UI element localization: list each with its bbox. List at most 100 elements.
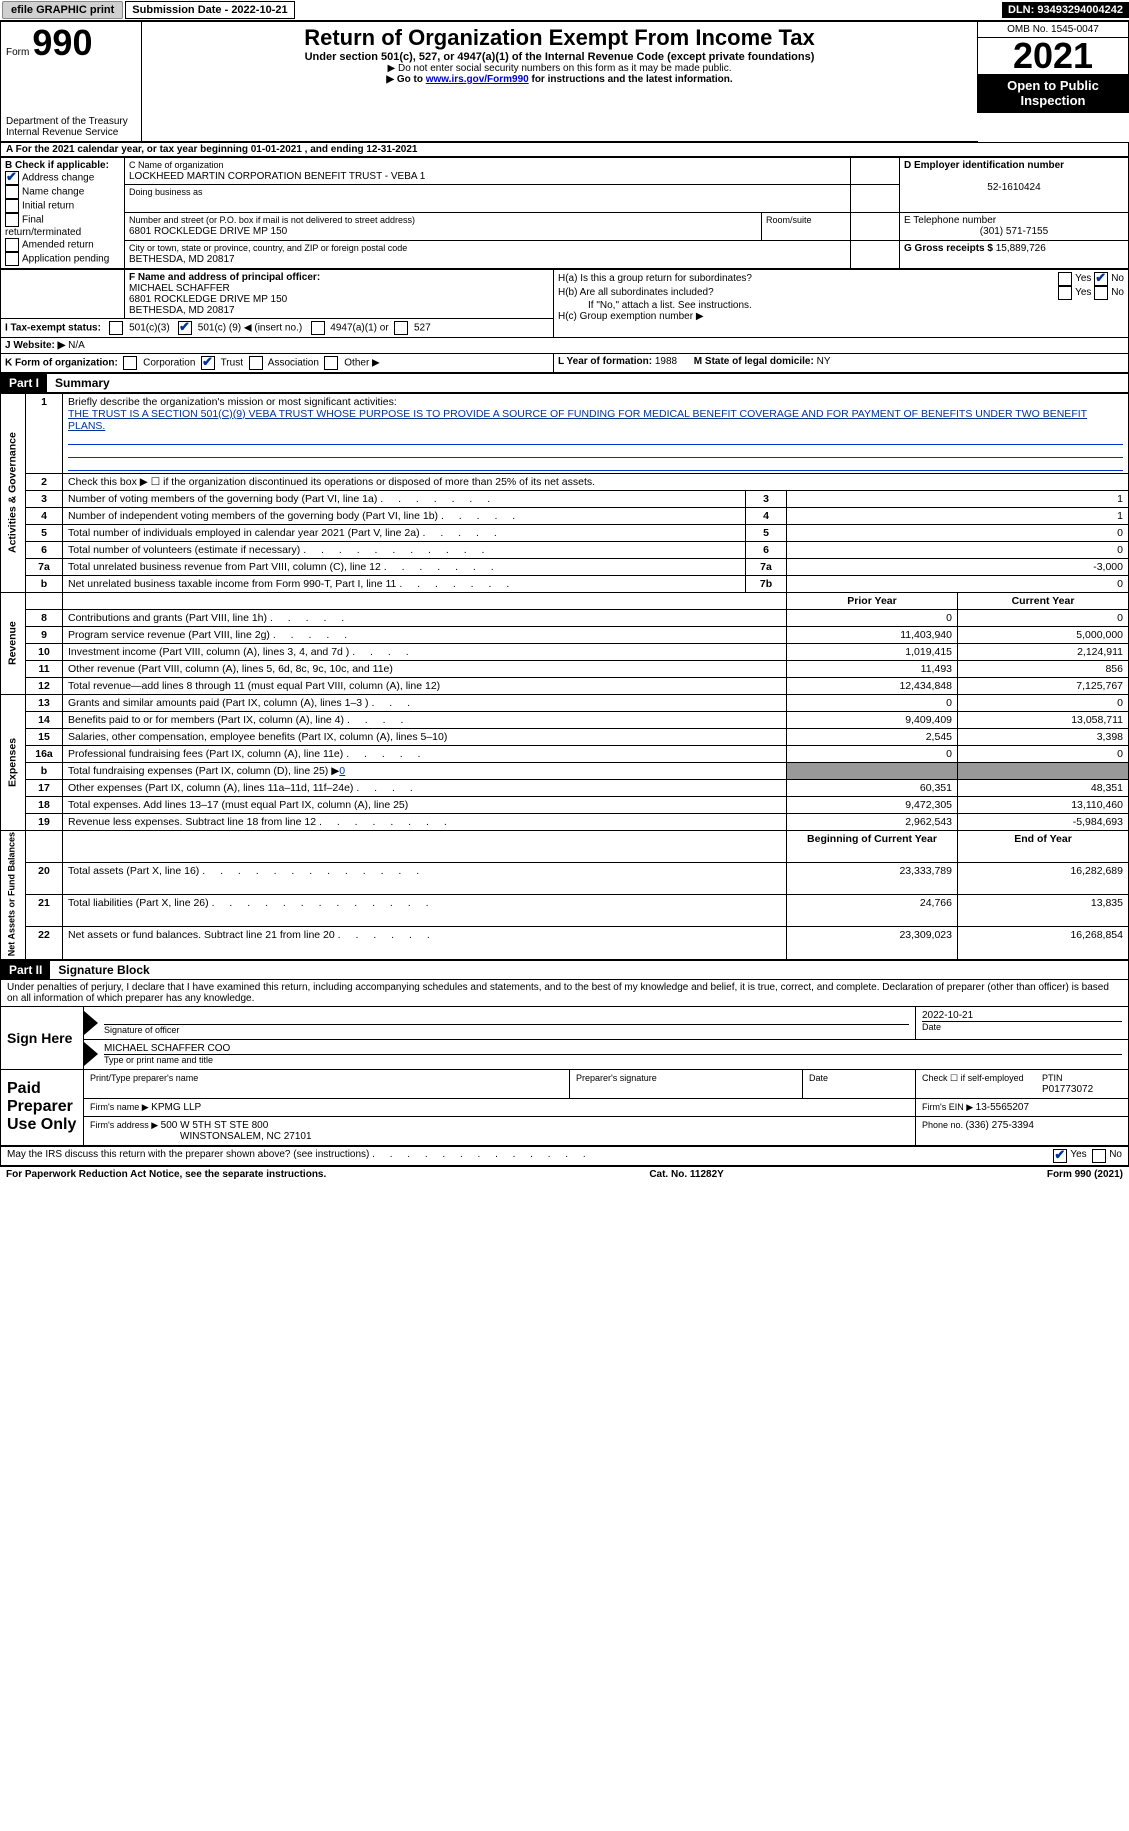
addr-label: Number and street (or P.O. box if mail i…: [129, 215, 415, 225]
officer-name: MICHAEL SCHAFFER: [129, 283, 230, 294]
line21-curr: 13,835: [958, 895, 1129, 927]
form-footer: Form 990 (2021): [1047, 1169, 1123, 1180]
line12-label: Total revenue—add lines 8 through 11 (mu…: [68, 680, 440, 692]
assoc-checkbox[interactable]: [249, 356, 263, 370]
city-label: City or town, state or province, country…: [129, 243, 407, 253]
form-subtitle1: Under section 501(c), 527, or 4947(a)(1)…: [147, 51, 972, 63]
firm-addr1: 500 W 5TH ST STE 800: [161, 1120, 269, 1131]
gross-receipts: 15,889,726: [996, 243, 1046, 254]
website-value: N/A: [68, 340, 85, 351]
section-l-label: L Year of formation:: [558, 356, 655, 367]
name-change-checkbox[interactable]: [5, 185, 19, 199]
final-return-checkbox[interactable]: [5, 213, 19, 227]
efile-print-button[interactable]: efile GRAPHIC print: [2, 1, 123, 19]
officer-addr2: BETHESDA, MD 20817: [129, 305, 235, 316]
form-title: Return of Organization Exempt From Incom…: [147, 25, 972, 51]
section-c-label: C Name of organization: [129, 160, 224, 170]
application-pending-checkbox[interactable]: [5, 252, 19, 266]
fhij-table: F Name and address of principal officer:…: [0, 269, 1129, 373]
section-e-label: E Telephone number: [904, 215, 996, 226]
firm-name: KPMG LLP: [151, 1102, 201, 1113]
501c-checkbox[interactable]: [178, 321, 192, 335]
line12-curr: 7,125,767: [958, 677, 1129, 694]
discuss-yes-checkbox[interactable]: [1053, 1149, 1067, 1163]
other-checkbox[interactable]: [324, 356, 338, 370]
part1-title: Summary: [47, 376, 110, 390]
line15-curr: 3,398: [958, 728, 1129, 745]
line7a-value: -3,000: [787, 558, 1129, 575]
vert-netassets: Net Assets or Fund Balances: [1, 830, 26, 959]
ein-value: 52-1610424: [904, 182, 1124, 193]
discuss-row: May the IRS discuss this return with the…: [0, 1146, 1129, 1166]
4947-checkbox[interactable]: [311, 321, 325, 335]
org-name: LOCKHEED MARTIN CORPORATION BENEFIT TRUS…: [129, 171, 425, 182]
hb-no-checkbox[interactable]: [1094, 286, 1108, 300]
corp-checkbox[interactable]: [123, 356, 137, 370]
sig-date: 2022-10-21: [922, 1010, 1122, 1022]
part1-header-row: Part I Summary: [0, 373, 1129, 393]
line21-label: Total liabilities (Part X, line 26): [68, 897, 209, 909]
form-header-table: Form 990 Return of Organization Exempt F…: [0, 21, 1129, 142]
initial-return-checkbox[interactable]: [5, 199, 19, 213]
officer-addr1: 6801 ROCKLEDGE DRIVE MP 150: [129, 294, 287, 305]
ha-no-checkbox[interactable]: [1094, 272, 1108, 286]
trust-checkbox[interactable]: [201, 356, 215, 370]
firm-ein-label: Firm's EIN ▶: [922, 1102, 976, 1112]
line6-value: 0: [787, 541, 1129, 558]
irs-link[interactable]: www.irs.gov/Form990: [426, 74, 529, 85]
line8-curr: 0: [958, 609, 1129, 626]
line13-curr: 0: [958, 694, 1129, 711]
line19-curr: -5,984,693: [958, 813, 1129, 830]
hb-yes-checkbox[interactable]: [1058, 286, 1072, 300]
part2-header-row: Part II Signature Block: [0, 960, 1129, 980]
dln-label: DLN: 93493294004242: [1002, 2, 1129, 18]
sign-arrow-icon-2: [84, 1042, 98, 1066]
cat-no: Cat. No. 11282Y: [649, 1169, 723, 1180]
line17-label: Other expenses (Part IX, column (A), lin…: [68, 782, 353, 794]
line19-label: Revenue less expenses. Subtract line 18 …: [68, 816, 316, 828]
line22-label: Net assets or fund balances. Subtract li…: [68, 929, 335, 941]
line16a-prior: 0: [787, 745, 958, 762]
hc-label: H(c) Group exemption number ▶: [558, 311, 1124, 322]
paperwork-notice: For Paperwork Reduction Act Notice, see …: [6, 1169, 326, 1180]
line22-prior: 23,309,023: [787, 927, 958, 959]
part1-header: Part I: [1, 374, 47, 392]
self-employed-check[interactable]: Check ☐ if self-employed: [922, 1073, 1042, 1095]
ha-yes-checkbox[interactable]: [1058, 272, 1072, 286]
section-k-label: K Form of organization:: [5, 357, 118, 368]
begin-year-header: Beginning of Current Year: [787, 830, 958, 862]
vert-revenue: Revenue: [1, 592, 26, 694]
line7b-label: Net unrelated business taxable income fr…: [68, 578, 396, 590]
line13-prior: 0: [787, 694, 958, 711]
line15-label: Salaries, other compensation, employee b…: [68, 731, 447, 743]
officer-name-title: MICHAEL SCHAFFER COO: [104, 1043, 1122, 1055]
line10-prior: 1,019,415: [787, 643, 958, 660]
line21-prior: 24,766: [787, 895, 958, 927]
footer: For Paperwork Reduction Act Notice, see …: [0, 1166, 1129, 1182]
section-f-label: F Name and address of principal officer:: [129, 272, 320, 283]
line12-prior: 12,434,848: [787, 677, 958, 694]
amended-return-checkbox[interactable]: [5, 238, 19, 252]
form-subtitle2: ▶ Do not enter social security numbers o…: [147, 63, 972, 74]
527-checkbox[interactable]: [394, 321, 408, 335]
501c3-checkbox[interactable]: [109, 321, 123, 335]
vert-activities: Activities & Governance: [1, 393, 26, 592]
sign-arrow-icon: [84, 1011, 98, 1035]
line19-prior: 2,962,543: [787, 813, 958, 830]
year-formation: 1988: [655, 356, 677, 367]
signature-block: Sign Here Signature of officer 2022-10-2…: [0, 1006, 1129, 1146]
section-a: A For the 2021 calendar year, or tax yea…: [0, 142, 1129, 157]
prep-date-label: Date: [809, 1073, 828, 1083]
section-g-label: G Gross receipts $: [904, 243, 996, 254]
line14-label: Benefits paid to or for members (Part IX…: [68, 714, 344, 726]
line16a-label: Professional fundraising fees (Part IX, …: [68, 748, 343, 760]
line5-value: 0: [787, 524, 1129, 541]
line11-prior: 11,493: [787, 660, 958, 677]
address-change-checkbox[interactable]: [5, 171, 19, 185]
discuss-no-checkbox[interactable]: [1092, 1149, 1106, 1163]
discuss-label: May the IRS discuss this return with the…: [7, 1149, 369, 1160]
line9-prior: 11,403,940: [787, 626, 958, 643]
mission-text: THE TRUST IS A SECTION 501(C)(9) VEBA TR…: [68, 408, 1087, 432]
prior-year-header: Prior Year: [787, 592, 958, 609]
line9-curr: 5,000,000: [958, 626, 1129, 643]
